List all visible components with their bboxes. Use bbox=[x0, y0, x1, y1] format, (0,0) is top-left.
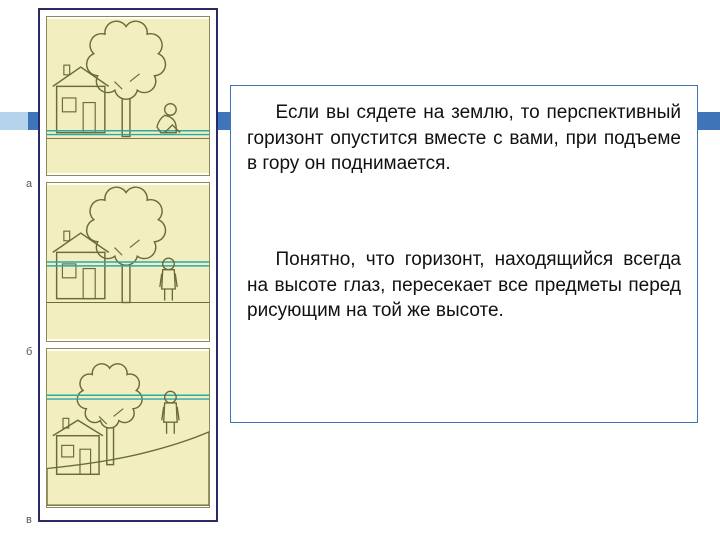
accent-bar-light bbox=[0, 112, 28, 130]
panel-a bbox=[46, 16, 210, 176]
panel-c-svg bbox=[47, 349, 209, 507]
explanation-text-box: Если вы сядете на землю, то перспективны… bbox=[230, 85, 698, 423]
paragraph-gap bbox=[247, 177, 681, 247]
panel-b-label: б bbox=[26, 346, 32, 358]
paragraph-2: Понятно, что горизонт, находящийся всегд… bbox=[247, 247, 681, 324]
panel-a-label: а bbox=[26, 178, 32, 190]
panel-b bbox=[46, 182, 210, 342]
panel-c-label: в bbox=[26, 514, 32, 526]
panel-a-svg bbox=[47, 17, 209, 175]
panel-c bbox=[46, 348, 210, 508]
paragraph-1: Если вы сядете на землю, то перспективны… bbox=[247, 100, 681, 177]
illustration-panel-stack: а б в bbox=[38, 8, 218, 522]
panel-b-svg bbox=[47, 183, 209, 341]
